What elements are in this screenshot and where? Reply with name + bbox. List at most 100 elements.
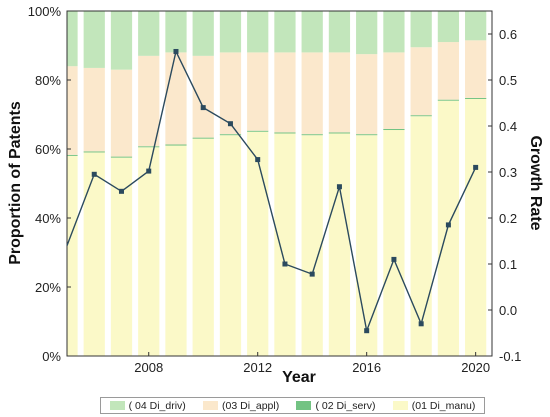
bar-2014-series-3 — [301, 11, 323, 53]
bar-2019-series-2 — [437, 42, 460, 100]
legend-item-appl: (03 Di_appl) — [203, 400, 279, 412]
bar-2012-series-2 — [247, 52, 269, 131]
bar-2017-series-2 — [383, 52, 405, 129]
legend-item-driv: ( 04 Di_driv) — [109, 400, 186, 412]
bar-2012-series-0 — [247, 131, 269, 356]
bar-2011-series-3 — [219, 11, 242, 53]
bar-2008-series-0 — [138, 147, 160, 356]
bar-2016-series-3 — [356, 11, 378, 55]
y-tick-label: 20% — [35, 280, 61, 295]
bar-2012-series-1 — [247, 130, 269, 132]
y-tick-label: 100% — [28, 4, 62, 19]
axes-layer — [66, 10, 493, 357]
growth-rate-point-2017 — [391, 256, 397, 262]
bar-2005-series-0 — [67, 155, 78, 356]
growth-rate-point-2016 — [364, 328, 370, 334]
bar-2010-series-3 — [192, 11, 214, 56]
legend-swatch-driv — [109, 401, 125, 410]
bar-2016-series-0 — [356, 135, 378, 356]
bar-2014-series-1 — [301, 134, 323, 136]
bar-2006-series-3 — [83, 11, 105, 68]
growth-rate-point-2019 — [445, 222, 451, 228]
legend-item-serv: ( 02 Di_serv) — [296, 399, 376, 412]
bar-2007-series-1 — [110, 156, 133, 158]
x-tick-label: 2016 — [352, 360, 381, 375]
growth-rate-point-2011 — [227, 121, 233, 127]
growth-rate-point-2015 — [336, 184, 342, 190]
tick-labels-layer: 0% 20% 40% 60% 80% 100% -0.1 0.0 0.1 0.2 0.3 0.4 0.5… — [28, 4, 522, 375]
growth-rate-point-2018 — [418, 321, 424, 327]
legend-label-appl: (03 Di_appl) — [222, 399, 280, 412]
chart-svg: 0% 20% 40% 60% 80% 100% -0.1 0.0 0.1 0.2 0.3 0.4 0.5… — [7, 4, 544, 386]
bar-2012-series-3 — [247, 11, 269, 53]
growth-rate-point-2010 — [200, 105, 206, 111]
y2-tick-label: -0.1 — [499, 349, 521, 364]
x-tick-label: 2008 — [134, 360, 163, 375]
legend-label-serv: ( 02 Di_serv) — [315, 399, 376, 412]
bar-2016-series-1 — [356, 134, 378, 136]
bar-2018-series-1 — [410, 115, 432, 117]
bar-2008-series-3 — [138, 11, 160, 56]
y2-tick-label: 0.6 — [499, 27, 517, 42]
y2-tick-label: 0.1 — [499, 257, 517, 272]
bars-layer — [67, 11, 487, 356]
bar-2010-series-2 — [192, 55, 214, 138]
bar-2009-series-0 — [165, 145, 187, 356]
y2-axis-title: Growth Rate — [527, 135, 544, 230]
bar-2007-series-0 — [110, 157, 133, 356]
y2-tick-label: 0.4 — [499, 119, 517, 134]
y2-tick-label: 0.0 — [499, 303, 517, 318]
x-tick-label: 2020 — [461, 360, 490, 375]
y2-tick-label: 0.3 — [499, 165, 517, 180]
bar-2015-series-0 — [328, 133, 351, 356]
legend-label-manu: (01 Di_manu) — [411, 399, 476, 412]
bar-2016-series-2 — [356, 54, 378, 135]
bar-2007-series-2 — [110, 69, 133, 157]
bar-2013-series-1 — [274, 132, 296, 134]
y2-tick-label: 0.5 — [499, 73, 517, 88]
x-axis-title: Year — [282, 369, 316, 386]
bar-2010-series-0 — [192, 138, 214, 356]
bar-2019-series-3 — [437, 11, 460, 43]
growth-rate-point-2012 — [255, 157, 261, 163]
bar-2008-series-1 — [138, 146, 160, 148]
growth-rate-point-2007 — [118, 188, 124, 194]
bar-2009-series-1 — [165, 144, 187, 146]
legend-swatch-manu — [392, 401, 408, 410]
bar-2020-series-3 — [465, 11, 487, 41]
y-axis-title: Proportion of Patents — [7, 101, 24, 265]
bar-2020-series-1 — [465, 97, 487, 99]
plot-frame — [66, 10, 493, 357]
growth-rate-point-2006 — [91, 171, 97, 177]
bar-2006-series-0 — [83, 152, 105, 356]
growth-rate-point-2020 — [473, 164, 479, 170]
growth-rate-point-2013 — [282, 261, 288, 267]
legend-item-manu: (01 Di_manu) — [392, 399, 476, 412]
bar-2013-series-2 — [274, 52, 296, 133]
bar-2020-series-2 — [465, 40, 487, 98]
bar-2018-series-2 — [410, 47, 432, 116]
bar-2011-series-2 — [219, 52, 242, 135]
bar-2005-series-2 — [67, 66, 78, 155]
bar-2006-series-2 — [83, 67, 105, 152]
y-tick-label: 80% — [35, 73, 61, 88]
bar-2011-series-1 — [219, 134, 242, 136]
bar-2013-series-0 — [274, 133, 296, 356]
bar-2007-series-3 — [110, 11, 133, 70]
growth-rate-point-2008 — [146, 168, 152, 174]
bar-2015-series-2 — [328, 52, 351, 133]
bar-2005-series-3 — [67, 11, 78, 67]
x-tick-label: 2012 — [243, 360, 272, 375]
bar-2017-series-1 — [383, 128, 405, 131]
growth-rate-line — [66, 49, 477, 334]
bar-2017-series-3 — [383, 11, 405, 53]
y-tick-label: 60% — [35, 142, 61, 157]
y-tick-label: 0% — [42, 349, 61, 364]
bar-2008-series-2 — [138, 55, 160, 147]
bar-2019-series-0 — [437, 100, 460, 356]
bar-2011-series-0 — [219, 135, 242, 356]
bar-2015-series-1 — [328, 132, 351, 134]
bar-2018-series-0 — [410, 116, 432, 356]
bar-2015-series-3 — [328, 11, 351, 53]
bar-2014-series-0 — [301, 135, 323, 356]
